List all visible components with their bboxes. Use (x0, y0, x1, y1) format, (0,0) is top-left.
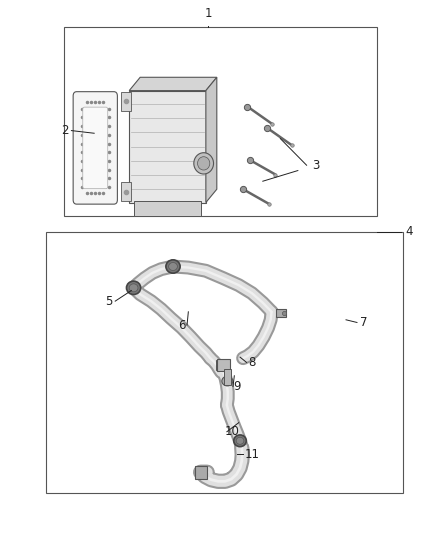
Text: 6: 6 (178, 319, 186, 332)
FancyBboxPatch shape (73, 92, 117, 204)
Bar (121, 182, 131, 201)
Bar (64, 27, 377, 216)
Bar (121, 92, 131, 111)
Polygon shape (129, 77, 217, 91)
Ellipse shape (127, 281, 141, 294)
Text: 1: 1 (204, 7, 212, 20)
Bar (217, 359, 230, 371)
Text: 3: 3 (312, 159, 319, 172)
Text: 5: 5 (105, 295, 112, 308)
FancyBboxPatch shape (83, 107, 108, 189)
Bar (276, 309, 286, 317)
Ellipse shape (169, 263, 177, 271)
Bar (134, 201, 201, 216)
Ellipse shape (194, 152, 213, 174)
Bar (224, 369, 231, 385)
Bar (129, 91, 206, 203)
Polygon shape (206, 77, 217, 203)
Text: 10: 10 (225, 425, 240, 438)
Bar (46, 232, 403, 493)
Text: 7: 7 (360, 316, 367, 329)
Text: 11: 11 (244, 448, 259, 461)
Ellipse shape (129, 284, 138, 292)
Ellipse shape (198, 157, 210, 170)
Text: 4: 4 (406, 225, 413, 238)
Bar (216, 360, 230, 370)
Ellipse shape (234, 435, 246, 447)
Text: 8: 8 (248, 356, 255, 369)
Bar (195, 466, 207, 479)
Ellipse shape (236, 437, 244, 445)
Ellipse shape (166, 260, 180, 273)
Text: 9: 9 (233, 380, 240, 393)
Text: 2: 2 (61, 124, 69, 137)
Ellipse shape (222, 376, 233, 386)
